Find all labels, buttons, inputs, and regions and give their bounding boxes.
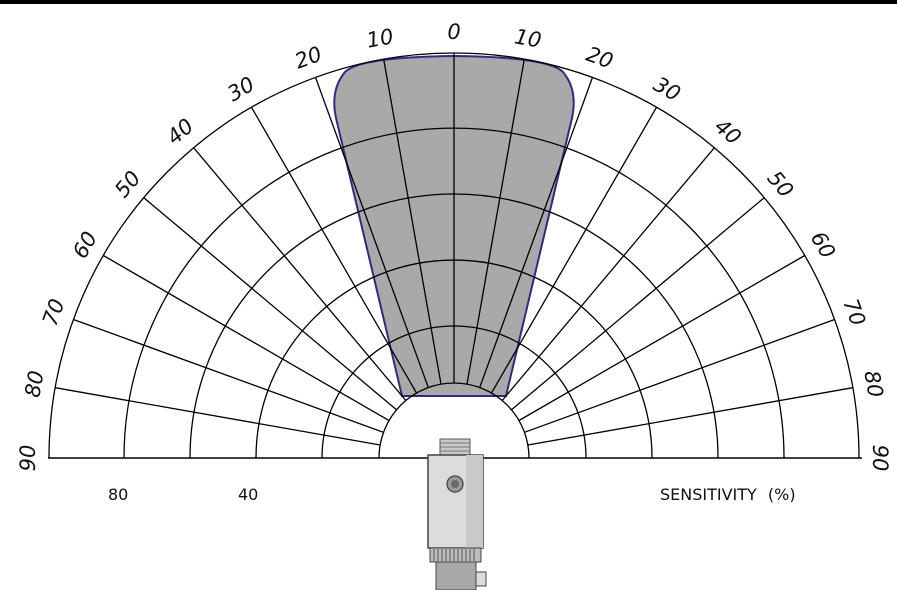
- angle-label-right-80: 80: [859, 369, 887, 399]
- angle-label-center: 0: [447, 20, 460, 44]
- grid-radial-line: [73, 318, 384, 433]
- polar-grid: [48, 52, 860, 459]
- grid-radial-line: [383, 59, 442, 385]
- grid-radial-line: [466, 59, 525, 385]
- angle-label-right-90: 90: [868, 445, 892, 472]
- sensor-icon: [427, 438, 487, 590]
- top-rule: [0, 0, 897, 4]
- grid-radial-line: [193, 147, 407, 401]
- angle-label-left-70: 70: [38, 296, 70, 329]
- sensitivity-title-text: SENSITIVITY: [660, 485, 757, 504]
- grid-radial-line: [501, 147, 715, 401]
- grid-radial-line: [511, 197, 765, 411]
- grid-radial-line: [524, 318, 835, 433]
- sensitivity-label-80: 80: [108, 485, 128, 504]
- angle-label-right-10: 10: [513, 24, 543, 52]
- angle-label-right-40: 40: [710, 114, 746, 150]
- sensitivity-axis-title: SENSITIVITY (%): [660, 485, 796, 504]
- angle-label-left-90: 90: [16, 445, 40, 472]
- grid-radial-line: [250, 106, 418, 394]
- grid-radial-line: [490, 106, 658, 394]
- angle-label-right-70: 70: [838, 296, 870, 329]
- angle-label-right-50: 50: [763, 166, 799, 202]
- angle-label-left-20: 20: [292, 42, 325, 74]
- angle-label-left-30: 30: [223, 72, 258, 106]
- angle-label-right-20: 20: [583, 42, 616, 74]
- angle-label-left-80: 80: [20, 369, 48, 399]
- grid-radial-line: [55, 387, 381, 446]
- grid-radial-line: [143, 197, 397, 411]
- angle-label-left-10: 10: [365, 24, 395, 52]
- grid-radial-line: [518, 254, 806, 422]
- angle-label-left-40: 40: [162, 114, 198, 150]
- angle-label-left-50: 50: [110, 166, 146, 202]
- angle-label-right-30: 30: [649, 72, 684, 106]
- grid-radial-line: [479, 77, 594, 388]
- angle-label-left-60: 60: [68, 227, 102, 262]
- grid-arc: [378, 382, 530, 459]
- grid-radial-line: [527, 387, 853, 446]
- grid-radial-line: [102, 254, 390, 422]
- angle-label-right-60: 60: [806, 227, 840, 262]
- sensitivity-unit-text: (%): [768, 485, 796, 504]
- sensitivity-label-40: 40: [238, 485, 258, 504]
- grid-radial-line: [314, 77, 429, 388]
